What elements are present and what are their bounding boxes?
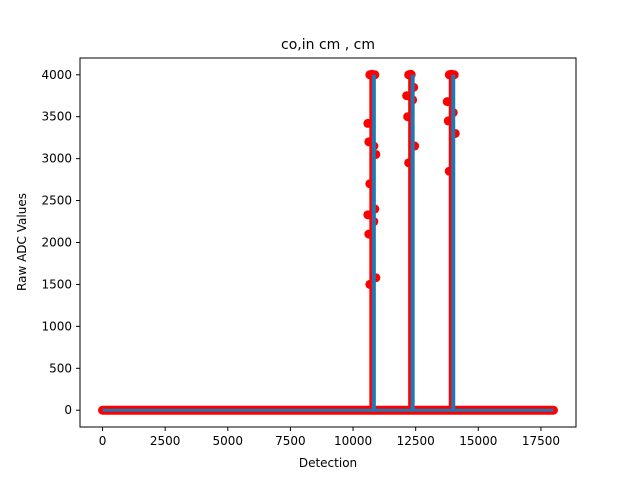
x-tick-label: 12500 [397, 434, 435, 448]
spike-3-point [442, 97, 452, 107]
spike-1-point [363, 118, 373, 128]
y-tick-label: 500 [49, 361, 72, 375]
plot-area [98, 69, 558, 415]
x-tick-label: 10000 [334, 434, 372, 448]
spike-1-point [363, 210, 373, 220]
spike-1-point [364, 137, 374, 147]
x-tick-label: 17500 [522, 434, 560, 448]
y-axis-label: Raw ADC Values [15, 193, 29, 291]
x-tick-label: 7500 [275, 434, 306, 448]
spike-1-point [364, 229, 374, 239]
x-tick-label: 15000 [459, 434, 497, 448]
y-tick-label: 1000 [41, 319, 72, 333]
spike-3-point [443, 116, 453, 126]
spike-3-series-line [451, 74, 456, 411]
y-tick-label: 2000 [41, 236, 72, 250]
y-tick-label: 3500 [41, 110, 72, 124]
spike-1-series-line [371, 74, 376, 411]
x-axis-label: Detection [299, 456, 357, 470]
x-tick-label: 0 [99, 434, 107, 448]
x-tick-label: 2500 [150, 434, 181, 448]
chart-title: co,in cm , cm [281, 37, 375, 53]
y-tick-label: 2500 [41, 194, 72, 208]
y-axis: 0 500 1000 1500 2000 2500 3000 3500 4000 [41, 68, 80, 417]
y-tick-label: 4000 [41, 68, 72, 82]
y-tick-label: 3000 [41, 152, 72, 166]
x-axis: 0 2500 5000 7500 10000 12500 15000 17500 [99, 427, 560, 448]
x-tick-label: 5000 [213, 434, 244, 448]
spike-2-series-line [410, 74, 415, 411]
y-tick-label: 1500 [41, 277, 72, 291]
y-tick-label: 0 [64, 403, 72, 417]
spike-2-point [403, 112, 413, 122]
